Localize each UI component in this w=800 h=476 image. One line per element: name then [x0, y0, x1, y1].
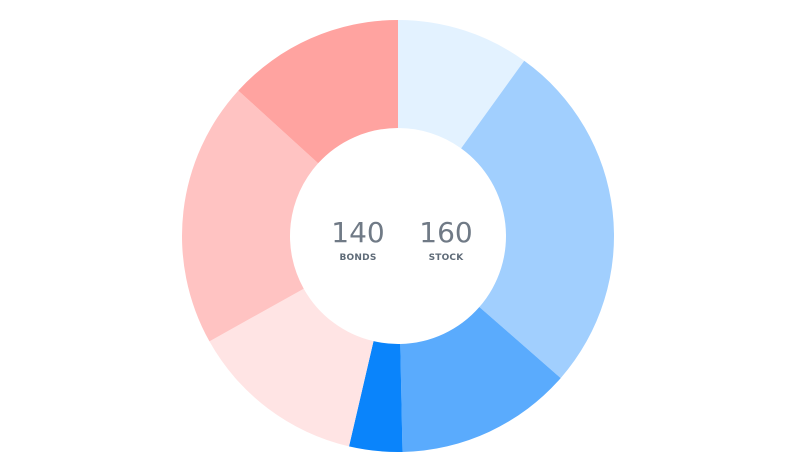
- bonds-stat: 140 BONDS: [327, 216, 389, 264]
- donut-slice-stock-1[interactable]: [461, 60, 615, 379]
- bonds-total-value: 140: [331, 216, 385, 249]
- stock-total-label: STOCK: [428, 253, 464, 263]
- center-summary: 140 BONDS 160 STOCK: [327, 216, 477, 264]
- donut-slice-bonds-4[interactable]: [209, 288, 374, 447]
- donut-slice-stock-0[interactable]: [398, 20, 525, 149]
- stock-total-value: 160: [419, 216, 473, 249]
- donut-slice-stock-2[interactable]: [400, 307, 561, 452]
- donut-slice-bonds-5[interactable]: [182, 90, 319, 342]
- bonds-total-label: BONDS: [339, 253, 377, 263]
- donut-slice-bonds-6[interactable]: [238, 20, 398, 164]
- stock-stat: 160 STOCK: [415, 216, 477, 264]
- donut-slice-stock-3[interactable]: [348, 341, 403, 452]
- slices-layer: [182, 20, 615, 452]
